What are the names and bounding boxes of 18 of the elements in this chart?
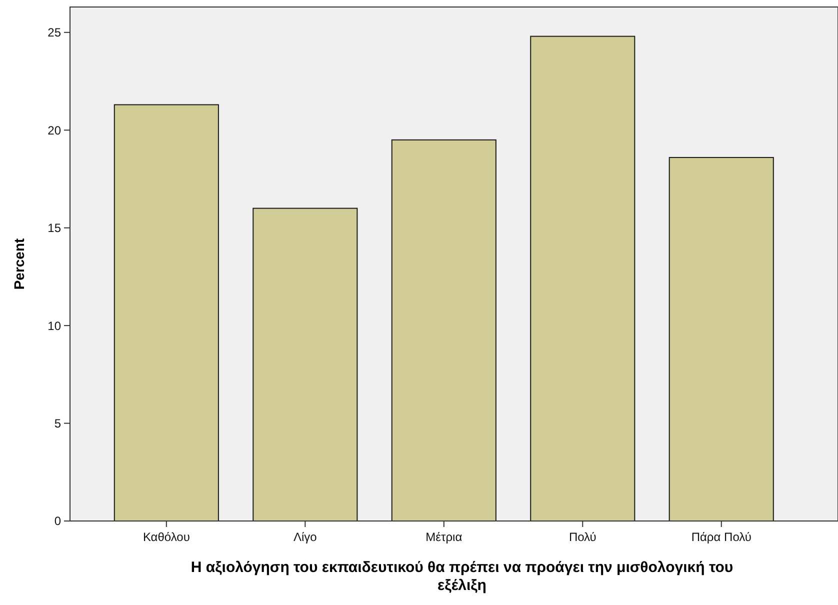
y-tick-label: 0 — [54, 514, 62, 528]
x-tick-label: Μέτρια — [426, 530, 462, 544]
y-tick-label: 25 — [48, 26, 62, 40]
x-tick-label: Καθόλου — [142, 530, 190, 544]
bar — [114, 104, 219, 522]
y-tick-label: 10 — [48, 318, 62, 333]
x-tick-label: Λίγο — [293, 530, 318, 544]
y-tick-label: 20 — [48, 123, 62, 138]
bar — [252, 208, 358, 522]
x-axis-title: Η αξιολόγηση του εκπαιδευτικού θα πρέπει να προάγει την μισθολογική του εξέλιξη — [190, 559, 734, 594]
y-tick-label: 5 — [54, 416, 62, 430]
x-tick-label: Πάρα Πολύ — [691, 530, 752, 544]
y-tick-label: 15 — [48, 221, 62, 236]
x-tick-label: Πολύ — [568, 530, 596, 544]
bar — [530, 36, 636, 522]
bar — [668, 156, 774, 522]
bar — [391, 139, 496, 522]
y-axis-title: Percent — [11, 238, 27, 290]
